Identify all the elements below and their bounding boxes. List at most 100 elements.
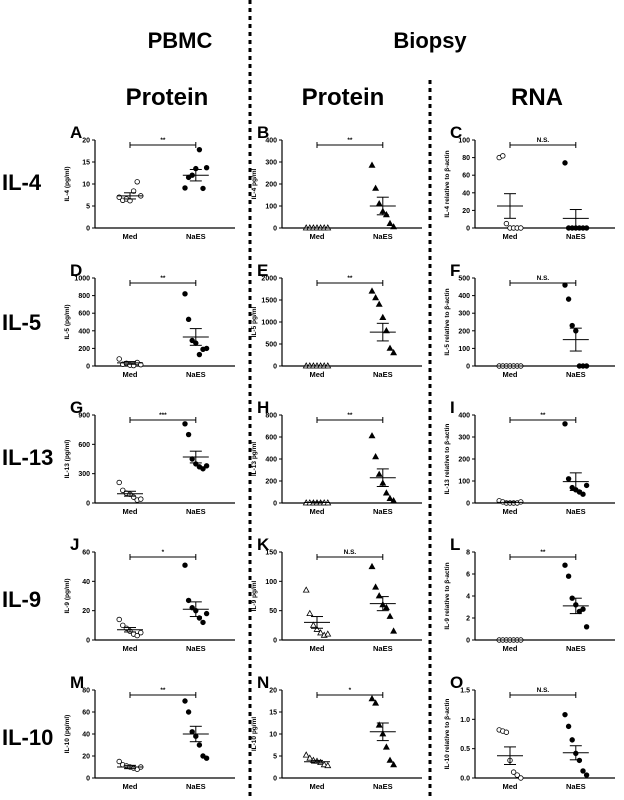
data-point <box>386 612 394 619</box>
y-tick-label: 20 <box>82 754 90 761</box>
panel-letter: M <box>70 673 84 692</box>
data-point <box>580 491 586 497</box>
data-point <box>565 476 572 482</box>
y-tick-label: 0.0 <box>460 776 470 783</box>
data-point <box>500 153 506 159</box>
category-label: NaES <box>566 507 586 516</box>
y-tick-label: 0 <box>86 501 90 508</box>
y-tick-label: 60 <box>462 173 470 180</box>
sig-label: N.S. <box>344 549 357 556</box>
data-point <box>518 225 524 231</box>
y-tick-label: 500 <box>265 342 277 349</box>
y-tick-label: 0 <box>86 776 90 783</box>
panel-letter: H <box>257 398 269 417</box>
category-label: NaES <box>566 644 586 653</box>
data-point <box>182 185 188 191</box>
y-tick-label: 0 <box>86 638 90 645</box>
data-point <box>372 293 380 301</box>
y-axis-label: IL-4 (pg/ml) <box>64 166 71 201</box>
data-point <box>375 199 383 207</box>
data-point <box>372 184 380 191</box>
data-point <box>306 609 314 616</box>
data-point <box>302 751 310 758</box>
y-tick-label: 1.0 <box>460 717 470 724</box>
data-point <box>130 188 137 194</box>
y-axis-label: IL-10 pg/ml <box>251 717 258 752</box>
data-point <box>562 282 568 288</box>
data-point <box>200 185 206 192</box>
y-axis-label: IL-4 pg/ml <box>251 168 258 199</box>
y-tick-label: 40 <box>82 732 90 739</box>
y-tick-label: 100 <box>265 204 277 211</box>
data-point <box>375 470 383 477</box>
y-axis-label: IL-9 (pg/ml) <box>64 578 71 613</box>
y-tick-label: 300 <box>265 160 277 167</box>
sig-label: ** <box>347 137 353 144</box>
row-label-il5: IL-5 <box>2 310 41 335</box>
panel-g: G 0 300 600 900 IL-13 (pg/ml) Med NaES *** <box>64 398 235 516</box>
y-tick-label: 600 <box>78 442 90 449</box>
data-point <box>309 621 317 628</box>
y-tick-label: 8 <box>466 550 470 557</box>
data-point <box>503 729 510 735</box>
panel-d: D 0 200 400 600 800 1000 IL-5 (pg/ml) Med NaES ** <box>64 261 235 379</box>
data-point <box>390 760 398 768</box>
data-point <box>368 287 376 294</box>
category-label: NaES <box>186 370 206 379</box>
panel-l: L 0 2 4 6 8 IL-9 relative to β-actin Med NaES ** <box>444 535 615 653</box>
category-label: Med <box>310 644 325 653</box>
data-point <box>182 291 188 297</box>
data-point <box>576 757 583 764</box>
y-tick-label: 200 <box>265 479 277 486</box>
y-tick-label: 300 <box>458 435 470 442</box>
data-point <box>518 775 524 781</box>
category-label: NaES <box>566 782 586 791</box>
category-label: NaES <box>566 370 586 379</box>
data-point <box>565 723 572 730</box>
category-label: Med <box>310 782 325 791</box>
sig-label: N.S. <box>537 137 550 144</box>
data-point <box>386 344 394 351</box>
data-point <box>514 772 520 778</box>
data-point <box>302 586 310 593</box>
data-point <box>185 316 192 323</box>
sig-label: ** <box>160 275 166 282</box>
data-point <box>580 768 586 774</box>
data-point <box>510 769 517 775</box>
data-point <box>368 161 376 168</box>
panel-i: I 0 100 200 300 400 IL-13 relative to β-actin M… <box>444 398 615 516</box>
data-point <box>372 452 380 460</box>
y-axis-label: IL-10 relative to β-actin <box>444 699 451 770</box>
data-point <box>583 482 590 489</box>
data-point <box>120 487 126 493</box>
y-tick-label: 0 <box>273 226 277 233</box>
sig-label: N.S. <box>537 275 550 282</box>
y-tick-label: 400 <box>78 328 90 335</box>
y-tick-label: 0 <box>86 364 90 371</box>
y-tick-label: 800 <box>78 293 90 300</box>
data-point <box>562 562 568 568</box>
y-tick-label: 400 <box>265 457 277 464</box>
data-point <box>134 632 140 639</box>
y-tick-label: 150 <box>265 550 277 557</box>
sig-label: ** <box>540 412 546 419</box>
data-point <box>134 179 140 185</box>
y-tick-label: 60 <box>82 550 90 557</box>
header-rna: RNA <box>511 84 563 111</box>
category-label: Med <box>123 782 138 791</box>
sig-label: *** <box>159 412 167 419</box>
panel-letter: O <box>450 673 463 692</box>
row-label-il13: IL-13 <box>2 445 53 470</box>
category-label: Med <box>503 507 518 516</box>
sig-label: ** <box>347 412 353 419</box>
data-point <box>120 622 126 629</box>
y-tick-label: 2 <box>466 616 470 623</box>
y-tick-label: 600 <box>78 311 90 318</box>
panel-letter: B <box>257 123 269 142</box>
sig-label: * <box>349 687 352 694</box>
data-point <box>390 627 398 634</box>
data-point <box>372 583 380 590</box>
data-point <box>200 619 206 626</box>
sig-label: ** <box>540 549 546 556</box>
